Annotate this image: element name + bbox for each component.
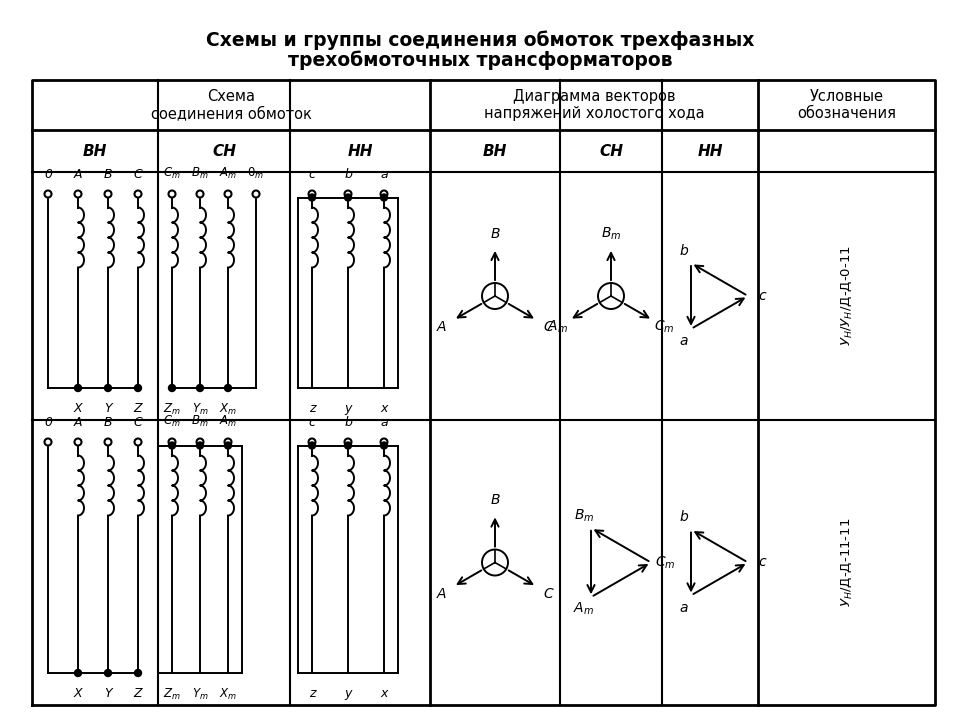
- Text: НН: НН: [697, 143, 723, 158]
- Circle shape: [75, 670, 82, 677]
- Text: 0: 0: [44, 168, 52, 181]
- Circle shape: [225, 384, 231, 392]
- Text: Схемы и группы соединения обмоток трехфазных: Схемы и группы соединения обмоток трехфа…: [205, 30, 755, 50]
- Text: b: b: [680, 244, 688, 258]
- Text: $C_m$: $C_m$: [655, 319, 675, 336]
- Text: $Y_m$: $Y_m$: [192, 402, 208, 417]
- Text: $B_m$: $B_m$: [191, 166, 208, 181]
- Text: z: z: [309, 687, 315, 700]
- Circle shape: [308, 194, 316, 201]
- Text: C: C: [543, 320, 554, 334]
- Text: $B_m$: $B_m$: [574, 508, 594, 524]
- Text: $Z_m$: $Z_m$: [163, 687, 180, 702]
- Circle shape: [169, 384, 176, 392]
- Text: $A_m$: $A_m$: [219, 166, 237, 181]
- Circle shape: [105, 384, 111, 392]
- Text: Схема
соединения обмоток: Схема соединения обмоток: [151, 89, 311, 121]
- Circle shape: [345, 194, 351, 201]
- Text: трехобмоточных трансформаторов: трехобмоточных трансформаторов: [288, 50, 672, 70]
- Text: a: a: [380, 416, 388, 429]
- Text: A: A: [74, 416, 83, 429]
- Text: $A_m$: $A_m$: [547, 319, 567, 336]
- Text: B: B: [104, 168, 112, 181]
- Text: $C_m$: $C_m$: [163, 166, 180, 181]
- Text: A: A: [437, 320, 446, 334]
- Text: C: C: [133, 416, 142, 429]
- Text: $Z_m$: $Z_m$: [163, 402, 180, 417]
- Text: $C_m$: $C_m$: [655, 554, 675, 571]
- Text: a: a: [380, 168, 388, 181]
- Text: Y: Y: [105, 687, 111, 700]
- Text: $B_m$: $B_m$: [601, 226, 621, 242]
- Text: B: B: [491, 227, 500, 241]
- Text: ВН: ВН: [83, 143, 108, 158]
- Text: y: y: [345, 402, 351, 415]
- Circle shape: [380, 194, 388, 201]
- Text: b: b: [680, 510, 688, 524]
- Text: $У_Н$/Д-Д-11-11: $У_Н$/Д-Д-11-11: [839, 518, 853, 607]
- Circle shape: [197, 384, 204, 392]
- Text: a: a: [680, 600, 688, 615]
- Circle shape: [169, 442, 176, 449]
- Text: $A_m$: $A_m$: [219, 414, 237, 429]
- Text: y: y: [345, 687, 351, 700]
- Text: C: C: [543, 587, 554, 600]
- Text: X: X: [74, 687, 83, 700]
- Circle shape: [345, 442, 351, 449]
- Text: b: b: [344, 168, 352, 181]
- Circle shape: [225, 442, 231, 449]
- Text: ВН: ВН: [483, 143, 507, 158]
- Text: c: c: [758, 556, 766, 570]
- Text: z: z: [309, 402, 315, 415]
- Text: $A_m$: $A_m$: [573, 601, 594, 618]
- Text: c: c: [308, 168, 316, 181]
- Text: Y: Y: [105, 402, 111, 415]
- Text: $0_m$: $0_m$: [248, 166, 265, 181]
- Text: $Y_m$: $Y_m$: [192, 687, 208, 702]
- Circle shape: [308, 442, 316, 449]
- Text: C: C: [133, 168, 142, 181]
- Text: c: c: [758, 289, 766, 303]
- Text: 0: 0: [44, 416, 52, 429]
- Text: НН: НН: [348, 143, 372, 158]
- Circle shape: [134, 384, 141, 392]
- Text: A: A: [437, 587, 446, 600]
- Text: x: x: [380, 402, 388, 415]
- Text: B: B: [491, 493, 500, 508]
- Text: $B_m$: $B_m$: [191, 414, 208, 429]
- Circle shape: [105, 670, 111, 677]
- Text: Диаграмма векторов
напряжений холостого хода: Диаграмма векторов напряжений холостого …: [484, 89, 705, 121]
- Text: СН: СН: [212, 143, 236, 158]
- Text: Z: Z: [133, 402, 142, 415]
- Text: Z: Z: [133, 687, 142, 700]
- Circle shape: [75, 384, 82, 392]
- Circle shape: [380, 442, 388, 449]
- Text: $У_Н$/$У_Н$/Д-Д-0-11: $У_Н$/$У_Н$/Д-Д-0-11: [839, 246, 853, 346]
- Text: X: X: [74, 402, 83, 415]
- Text: $C_m$: $C_m$: [163, 414, 180, 429]
- Circle shape: [197, 442, 204, 449]
- Text: $X_m$: $X_m$: [219, 402, 237, 417]
- Text: c: c: [308, 416, 316, 429]
- Text: x: x: [380, 687, 388, 700]
- Circle shape: [134, 670, 141, 677]
- Text: A: A: [74, 168, 83, 181]
- Text: a: a: [680, 334, 688, 348]
- Text: СН: СН: [599, 143, 623, 158]
- Text: B: B: [104, 416, 112, 429]
- Text: b: b: [344, 416, 352, 429]
- Text: $X_m$: $X_m$: [219, 687, 237, 702]
- Text: Условные
обозначения: Условные обозначения: [797, 89, 896, 121]
